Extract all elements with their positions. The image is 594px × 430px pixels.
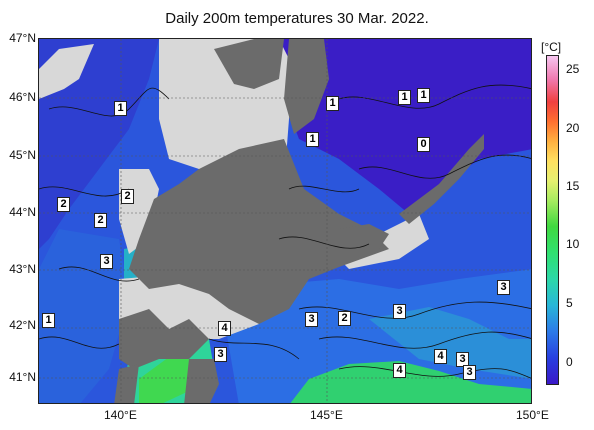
lat-label-47: 47°N: [9, 31, 36, 45]
hokkaido-land: [129, 139, 389, 324]
colorbar: [546, 55, 559, 385]
contour-label: 3: [463, 365, 476, 380]
contour-label: 4: [218, 321, 231, 336]
contour-label: 3: [393, 304, 406, 319]
contour-label: 3: [456, 352, 469, 367]
oshima-peninsula-land: [119, 309, 209, 369]
kuril-islands-land: [399, 134, 484, 224]
contour-lines: [39, 84, 531, 379]
warm-core: [139, 357, 189, 403]
lat-label-46: 46°N: [9, 90, 36, 104]
contour-label: 1: [398, 90, 411, 105]
no-data-sakhalin-sw: [39, 44, 94, 99]
kuroshio-warm-water: [290, 361, 531, 403]
lon-label-150: 150°E: [516, 408, 549, 422]
contour-label: 0: [417, 137, 430, 152]
shiretoko-land: [339, 224, 389, 249]
colorbar-tick-25: 25: [566, 62, 580, 76]
contour-label: 3: [497, 280, 510, 295]
colorbar-tick-15: 15: [566, 179, 580, 193]
contour-label: 2: [338, 311, 351, 326]
colorbar-tick-5: 5: [566, 296, 573, 310]
sakhalin-land: [284, 39, 329, 134]
map-canvas: [39, 39, 531, 403]
lat-label-41: 41°N: [9, 370, 36, 384]
contour-label: 1: [417, 88, 430, 103]
contour-label: 1: [326, 96, 339, 111]
colorbar-unit: [°C]: [541, 40, 562, 54]
pacific-warm-band: [369, 307, 531, 379]
lon-label-145: 145°E: [310, 408, 343, 422]
lat-label-45: 45°N: [9, 148, 36, 162]
contour-label: 1: [306, 132, 319, 147]
contour-label: 1: [114, 101, 127, 116]
honshu-land: [114, 364, 139, 403]
sakhalin-south-land: [214, 39, 284, 89]
lat-label-43: 43°N: [9, 262, 36, 276]
contour-label: 1: [42, 313, 55, 328]
contour-label: 3: [305, 312, 318, 327]
contour-label: 2: [94, 213, 107, 228]
colorbar-tick-0: 0: [566, 355, 573, 369]
contour-label: 3: [214, 347, 227, 362]
japan-sea-cold-region: [39, 39, 159, 249]
colorbar-tick-10: 10: [566, 237, 580, 251]
lat-label-42: 42°N: [9, 318, 36, 332]
map-title: Daily 200m temperatures 30 Mar. 2022.: [165, 10, 429, 27]
colorbar-tick-20: 20: [566, 121, 580, 135]
contour-label: 4: [393, 363, 406, 378]
contour-label: 2: [57, 197, 70, 212]
honshu-east-land: [184, 359, 219, 403]
lon-label-140: 140°E: [104, 408, 137, 422]
contour-label: 4: [434, 349, 447, 364]
contour-label: 3: [100, 254, 113, 269]
okhotsk-cold-region: [279, 39, 531, 214]
pacific-mid-region: [219, 269, 531, 403]
temperature-map: [38, 38, 532, 404]
japan-sea-mid-region: [39, 229, 129, 403]
contour-label: 2: [121, 189, 134, 204]
lat-label-44: 44°N: [9, 205, 36, 219]
